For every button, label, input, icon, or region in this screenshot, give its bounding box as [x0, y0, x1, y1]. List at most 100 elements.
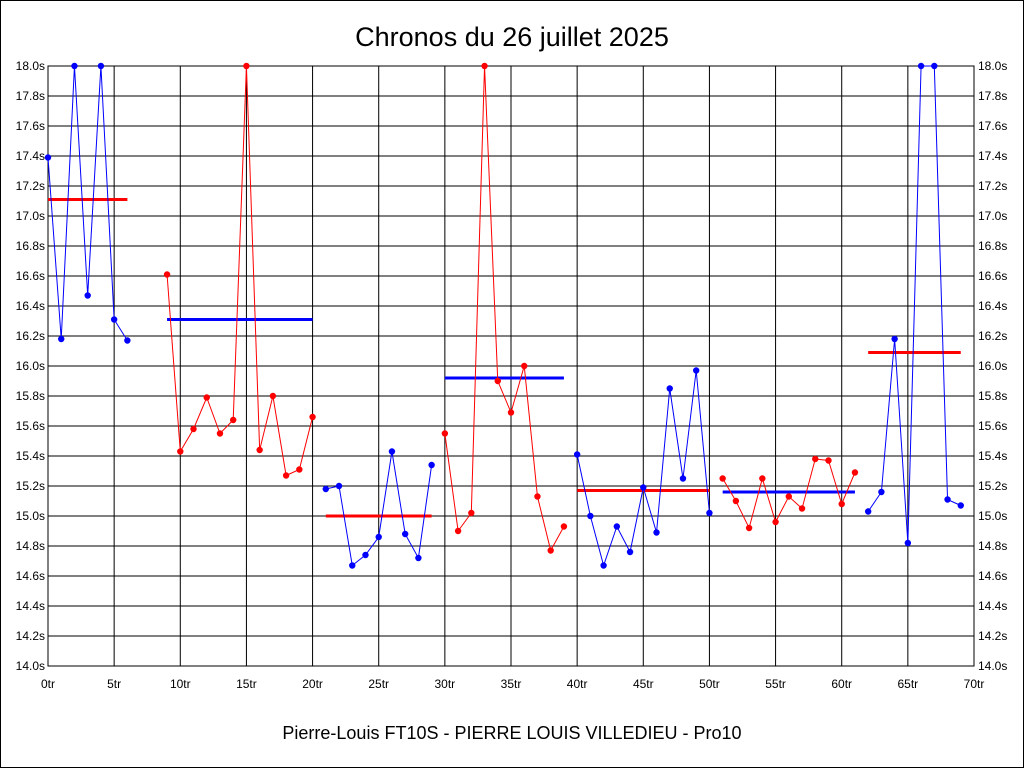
chart-footer: Pierre-Louis FT10S - PIERRE LOUIS VILLED… — [282, 723, 741, 743]
y-tick-label-left: 15.2s — [16, 479, 45, 493]
data-point — [322, 485, 329, 493]
data-point — [732, 497, 740, 505]
data-point — [388, 448, 396, 455]
data-point — [269, 392, 277, 400]
data-point — [944, 496, 951, 503]
series-line — [867, 65, 961, 544]
data-point — [203, 394, 210, 401]
data-point — [401, 530, 409, 538]
y-tick-label-left: 17.8s — [16, 89, 45, 103]
y-tick-label-right: 16.4s — [978, 299, 1007, 313]
data-point — [44, 154, 52, 161]
y-tick-label-left: 15.0s — [16, 509, 45, 523]
data-point — [335, 482, 343, 490]
y-tick-label-right: 14.8s — [978, 539, 1007, 553]
data-point — [243, 62, 250, 70]
data-point — [640, 484, 647, 491]
data-point — [547, 547, 554, 554]
y-tick-label-right: 15.8s — [978, 389, 1007, 403]
x-tick-label: 20tr — [302, 677, 323, 691]
data-point — [282, 472, 290, 479]
data-point — [428, 461, 435, 469]
data-point — [759, 475, 766, 482]
data-point — [190, 425, 197, 433]
data-point — [864, 508, 872, 515]
y-axis-left: 14.0s 14.2s 14.4s 14.6s 14.8s 15.0s 15.2s 15.4s… — [16, 59, 45, 673]
data-point — [931, 62, 938, 70]
data-point — [917, 62, 925, 70]
data-point — [573, 451, 581, 458]
y-tick-label-right: 17.8s — [978, 89, 1007, 103]
y-tick-label-right: 14.4s — [978, 599, 1007, 613]
y-tick-label-left: 17.4s — [16, 149, 45, 163]
data-point — [415, 554, 422, 562]
data-point — [851, 469, 859, 476]
data-point — [825, 457, 832, 464]
average-lines — [48, 198, 961, 518]
data-point — [666, 385, 673, 392]
chart-title: Chronos du 26 juillet 2025 — [355, 22, 669, 52]
data-point — [309, 413, 316, 421]
data-point — [785, 493, 792, 500]
data-point — [216, 430, 224, 437]
series-line — [166, 65, 314, 477]
x-tick-label: 65tr — [898, 677, 919, 691]
y-tick-label-left: 16.2s — [16, 329, 45, 343]
x-tick-label: 60tr — [831, 677, 852, 691]
y-tick-label-left: 17.2s — [16, 179, 45, 193]
data-point — [891, 335, 898, 343]
y-tick-label-right: 17.6s — [978, 119, 1007, 133]
data-point — [494, 377, 501, 385]
data-point — [653, 529, 660, 536]
y-tick-label-right: 16.8s — [978, 239, 1007, 253]
y-tick-label-right: 14.0s — [978, 659, 1007, 673]
x-tick-label: 0tr — [41, 677, 55, 691]
y-tick-label-right: 16.6s — [978, 269, 1007, 283]
data-point — [560, 523, 568, 530]
y-tick-label-right: 16.0s — [978, 359, 1007, 373]
data-point — [468, 509, 475, 517]
y-tick-label-left: 15.8s — [16, 389, 45, 403]
data-point — [626, 548, 634, 556]
y-tick-label-left: 14.8s — [16, 539, 45, 553]
data-point — [719, 475, 726, 482]
data-point — [679, 475, 687, 482]
y-tick-label-right: 15.2s — [978, 479, 1007, 493]
data-point — [177, 448, 184, 455]
data-point — [230, 416, 237, 424]
y-tick-label-left: 17.0s — [16, 209, 45, 223]
data-point — [454, 527, 462, 535]
data-point — [706, 509, 713, 517]
data-point — [957, 502, 964, 509]
data-point — [798, 505, 806, 512]
data-point — [362, 551, 369, 559]
y-tick-label-left: 16.4s — [16, 299, 45, 313]
y-axis-right: 14.0s 14.2s 14.4s 14.6s 14.8s 15.0s 15.2s 15.4s… — [978, 59, 1007, 673]
data-point — [812, 455, 819, 463]
x-tick-label: 30tr — [435, 677, 456, 691]
x-tick-label: 50tr — [699, 677, 720, 691]
x-tick-label: 55tr — [765, 677, 786, 691]
data-point — [84, 292, 91, 299]
y-tick-label-left: 17.6s — [16, 119, 45, 133]
data-point — [521, 362, 528, 370]
series-line — [444, 65, 565, 552]
y-tick-label-right: 14.2s — [978, 629, 1007, 643]
x-tick-label: 10tr — [170, 677, 191, 691]
data-point — [97, 62, 105, 70]
series-group — [44, 62, 964, 569]
data-point — [481, 62, 488, 70]
data-point — [613, 523, 621, 530]
x-tick-label: 15tr — [236, 677, 257, 691]
data-point — [587, 512, 594, 520]
data-point — [600, 562, 607, 569]
data-point — [110, 316, 118, 323]
y-tick-label-left: 16.6s — [16, 269, 45, 283]
data-point — [878, 488, 885, 496]
y-tick-label-right: 16.2s — [978, 329, 1007, 343]
y-tick-label-right: 15.6s — [978, 419, 1007, 433]
y-tick-label-right: 14.6s — [978, 569, 1007, 583]
data-point — [441, 430, 449, 437]
